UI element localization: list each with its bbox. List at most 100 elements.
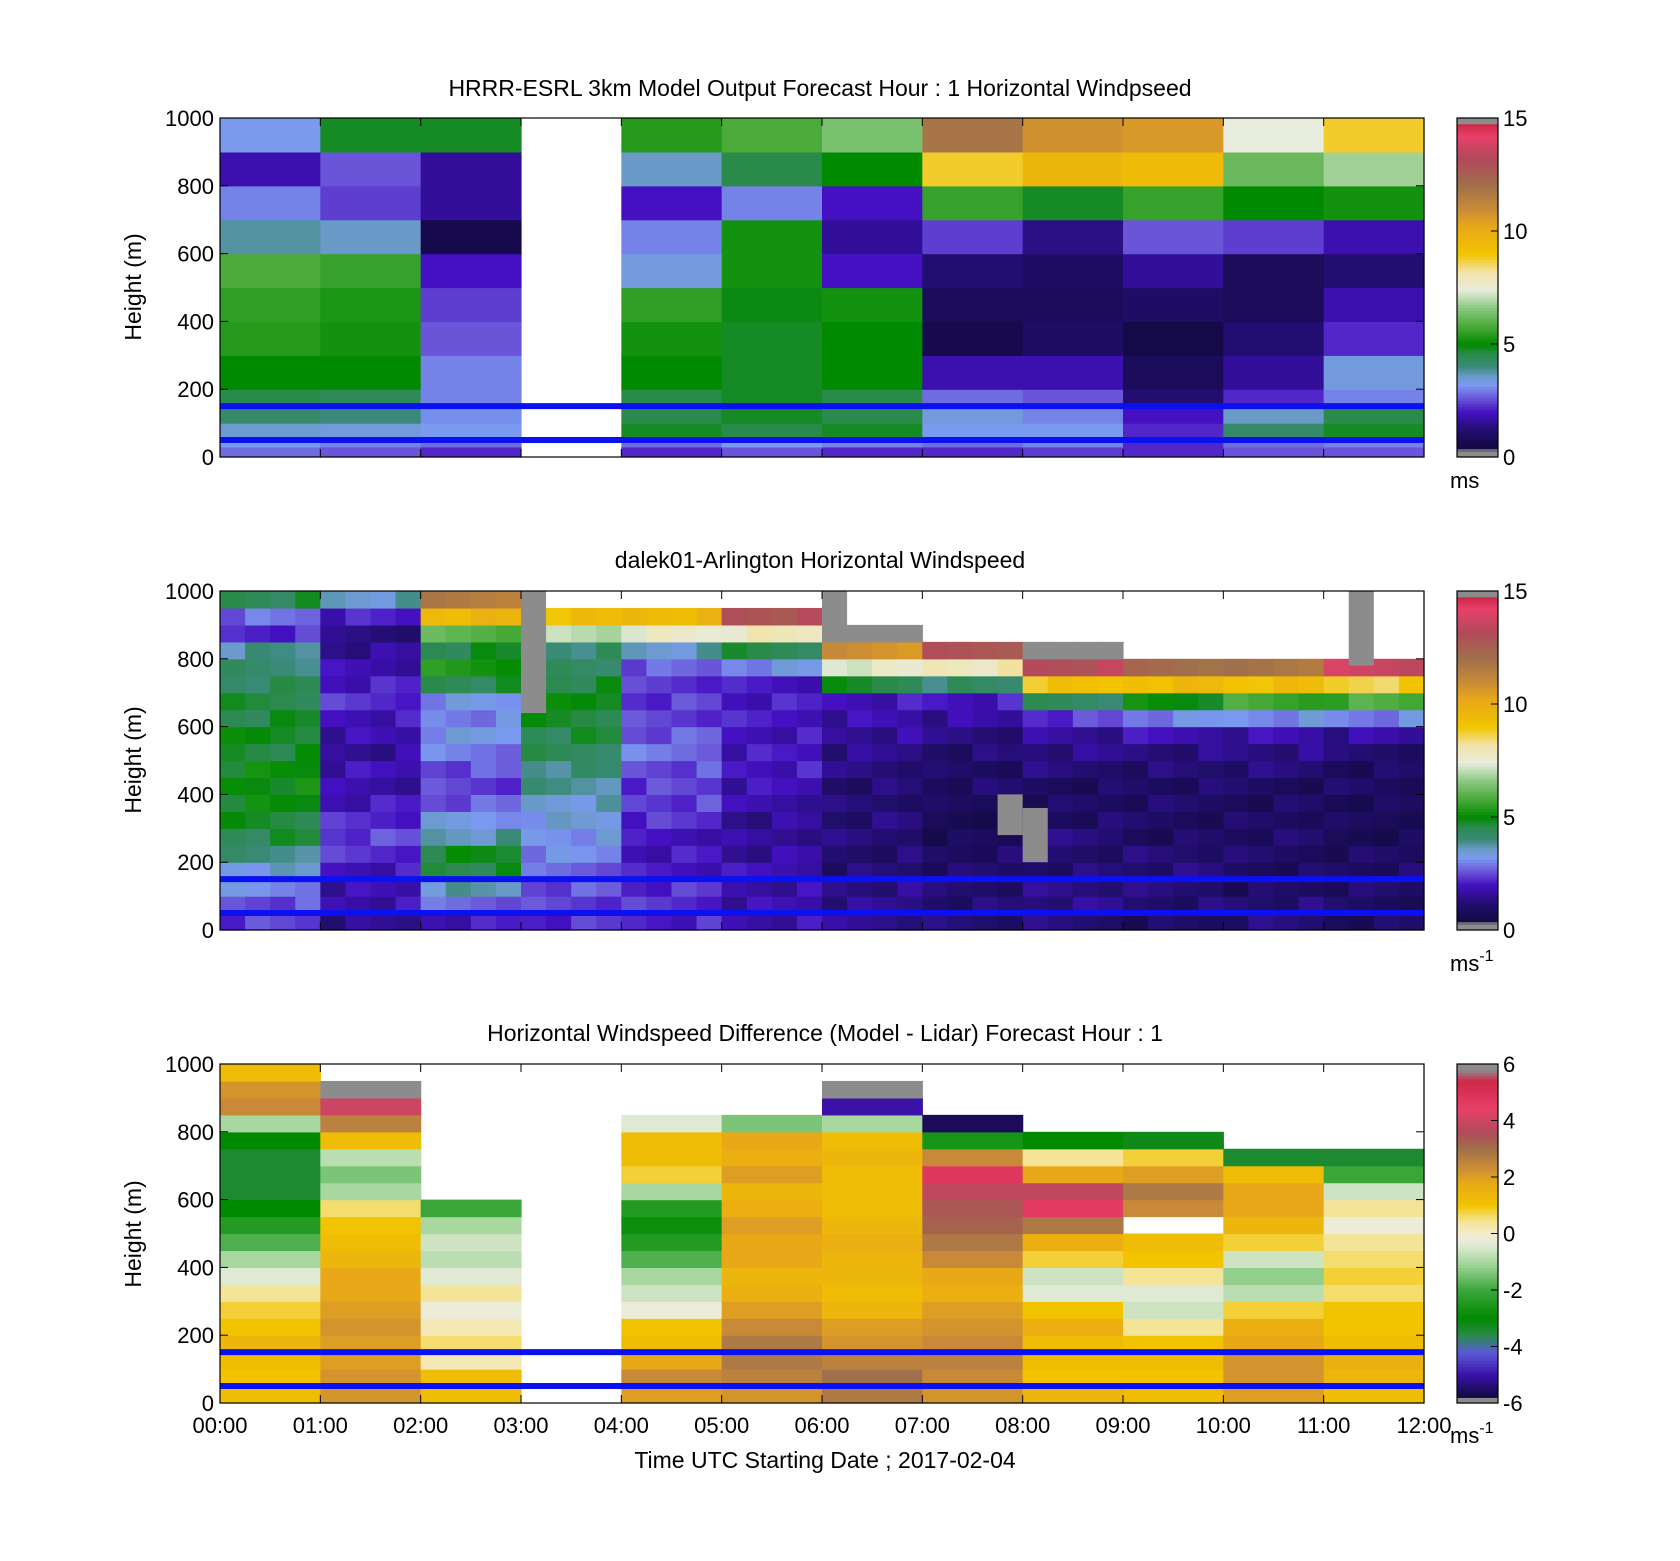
heatmap-cell: [872, 709, 898, 728]
colorbar-segment: [1457, 1086, 1498, 1091]
heatmap-cell: [721, 624, 748, 643]
colorbar-segment: [1457, 602, 1498, 606]
heatmap-cell: [822, 760, 848, 779]
heatmap-cell: [972, 658, 999, 677]
heatmap-cell: [721, 321, 823, 356]
heatmap-cell: [997, 743, 1024, 762]
heatmap-cell: [470, 913, 497, 931]
colorbar-segment: [1457, 1318, 1498, 1322]
colorbar-segment: [1457, 1343, 1498, 1348]
heatmap-cell: [997, 879, 1024, 897]
heatmap-cell: [495, 913, 522, 931]
heatmap-cell: [1223, 879, 1250, 897]
colorbar-segment: [1457, 1128, 1498, 1133]
heatmap-cell: [1348, 913, 1375, 931]
heatmap-cell: [345, 591, 372, 609]
heatmap-cell: [1072, 692, 1099, 711]
heatmap-cell: [1173, 913, 1199, 931]
heatmap-cell: [796, 811, 823, 829]
colorbar-segment: [1457, 346, 1498, 351]
heatmap-cell: [796, 641, 823, 660]
heatmap-cell: [1072, 828, 1099, 846]
colorbar-segment: [1457, 873, 1498, 877]
heatmap-cell: [1022, 1165, 1124, 1184]
colorbar-segment: [1457, 808, 1498, 812]
heatmap-cell: [972, 811, 999, 829]
colorbar-segment: [1457, 276, 1498, 280]
heatmap-cell: [1123, 794, 1149, 812]
heatmap-cell: [947, 913, 974, 931]
heatmap-cell: [546, 760, 572, 779]
heatmap-cell: [872, 777, 898, 795]
colorbar-segment: [1457, 1154, 1498, 1158]
heatmap-cell: [1123, 1267, 1224, 1285]
heatmap-cell: [1298, 658, 1325, 677]
heatmap-cell: [822, 219, 923, 255]
heatmap-cell: [872, 743, 898, 762]
heatmap-cell: [1123, 760, 1149, 779]
colorbar-segment: [1457, 712, 1498, 716]
heatmap-cell: [621, 726, 648, 745]
heatmap-cell: [822, 1233, 923, 1252]
heatmap-cell: [1022, 913, 1049, 931]
heatmap-cell: [1123, 1301, 1224, 1319]
heatmap-cell: [1223, 726, 1250, 745]
heatmap-cell: [822, 726, 848, 745]
colorbar-segment: [1457, 771, 1498, 776]
colorbar-segment: [1457, 312, 1498, 317]
heatmap-cell: [1097, 811, 1124, 829]
heatmap-cell: [495, 743, 522, 762]
heatmap-cell: [495, 777, 522, 795]
heatmap-cell: [420, 1267, 522, 1285]
heatmap-cell: [445, 828, 472, 846]
colorbar-segment: [1457, 298, 1498, 303]
heatmap-cell: [345, 658, 372, 677]
heatmap-cell: [220, 185, 321, 221]
heatmap-cell: [1323, 1352, 1425, 1370]
heatmap-cell: [320, 828, 347, 846]
heatmap-cell: [822, 1182, 923, 1201]
heatmap-cell: [320, 406, 422, 424]
heatmap-cell: [822, 185, 923, 221]
heatmap-cell: [270, 862, 296, 880]
heatmap-cell: [872, 811, 898, 829]
heatmap-cell: [671, 607, 698, 626]
heatmap-cell: [997, 760, 1024, 779]
colorbar-segment: [1457, 250, 1498, 255]
colorbar-segment: [1457, 746, 1498, 750]
heatmap-cell: [1123, 406, 1224, 424]
heatmap-cell: [822, 811, 848, 829]
colorbar-segment: [1457, 1290, 1498, 1294]
missing-data-patch: [997, 794, 1023, 836]
colorbar-segment: [1457, 1391, 1498, 1396]
y-tick-label: 400: [177, 309, 214, 334]
heatmap-cell: [922, 1301, 1024, 1319]
heatmap-cell: [1323, 913, 1350, 931]
heatmap-cell: [796, 675, 823, 694]
colorbar-segment: [1457, 591, 1498, 595]
heatmap-cell: [1223, 777, 1250, 795]
heatmap-cell: [395, 879, 422, 897]
colorbar-segment: [1457, 146, 1498, 150]
heatmap-cell: [420, 811, 447, 829]
heatmap-cell: [1298, 811, 1325, 829]
heatmap-cell: [1047, 896, 1074, 914]
heatmap-cell: [596, 845, 622, 863]
colorbar-segment: [1457, 1162, 1498, 1167]
colorbar-segment: [1457, 304, 1498, 308]
heatmap-cell: [746, 675, 773, 694]
heatmap-cell: [220, 1250, 321, 1268]
heatmap-cell: [621, 1267, 723, 1285]
heatmap-cell: [997, 845, 1024, 863]
heatmap-cell: [320, 219, 422, 255]
heatmap-cell: [746, 658, 773, 677]
heatmap-cell: [1173, 777, 1199, 795]
heatmap-cell: [721, 1114, 823, 1133]
heatmap-cell: [1022, 1216, 1124, 1235]
heatmap-cell: [420, 828, 447, 846]
colorbar-segment: [1457, 1250, 1498, 1254]
heatmap-cell: [972, 641, 999, 660]
heatmap-cell: [571, 862, 597, 880]
heatmap-cell: [947, 845, 974, 863]
heatmap-cell: [420, 253, 522, 289]
